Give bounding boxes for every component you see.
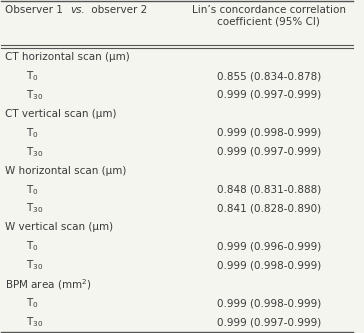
Text: 0.841 (0.828-0.890): 0.841 (0.828-0.890) [217, 203, 321, 213]
Text: 0.999 (0.998-0.999): 0.999 (0.998-0.999) [217, 260, 321, 270]
Text: W vertical scan (μm): W vertical scan (μm) [5, 222, 113, 232]
Text: 0.999 (0.996-0.999): 0.999 (0.996-0.999) [217, 241, 321, 251]
Text: 0.999 (0.997-0.999): 0.999 (0.997-0.999) [217, 317, 321, 327]
Text: vs.: vs. [70, 5, 85, 15]
Text: 0.999 (0.997-0.999): 0.999 (0.997-0.999) [217, 90, 321, 100]
Text: 0.855 (0.834-0.878): 0.855 (0.834-0.878) [217, 71, 321, 81]
Text: T$_0$: T$_0$ [26, 69, 39, 83]
Text: observer 2: observer 2 [88, 5, 147, 15]
Text: 0.999 (0.998-0.999): 0.999 (0.998-0.999) [217, 128, 321, 138]
Text: 0.848 (0.831-0.888): 0.848 (0.831-0.888) [217, 184, 321, 194]
Text: CT horizontal scan (μm): CT horizontal scan (μm) [5, 52, 130, 62]
Text: T$_0$: T$_0$ [26, 296, 39, 310]
Text: T$_{30}$: T$_{30}$ [26, 88, 43, 102]
Text: T$_{30}$: T$_{30}$ [26, 202, 43, 215]
Text: 0.999 (0.997-0.999): 0.999 (0.997-0.999) [217, 147, 321, 157]
Text: T$_{30}$: T$_{30}$ [26, 145, 43, 159]
Text: CT vertical scan (μm): CT vertical scan (μm) [5, 109, 116, 119]
Text: Observer 1: Observer 1 [5, 5, 66, 15]
Text: T$_{30}$: T$_{30}$ [26, 315, 43, 329]
Text: BPM area (mm$^2$): BPM area (mm$^2$) [5, 277, 92, 292]
Text: T$_0$: T$_0$ [26, 239, 39, 253]
Text: T$_{30}$: T$_{30}$ [26, 258, 43, 272]
Text: W horizontal scan (μm): W horizontal scan (μm) [5, 166, 126, 176]
Text: T$_0$: T$_0$ [26, 126, 39, 140]
Text: 0.999 (0.998-0.999): 0.999 (0.998-0.999) [217, 298, 321, 308]
Text: Lin’s concordance correlation
coefficient (95% CI): Lin’s concordance correlation coefficien… [192, 5, 346, 26]
Text: T$_0$: T$_0$ [26, 183, 39, 196]
